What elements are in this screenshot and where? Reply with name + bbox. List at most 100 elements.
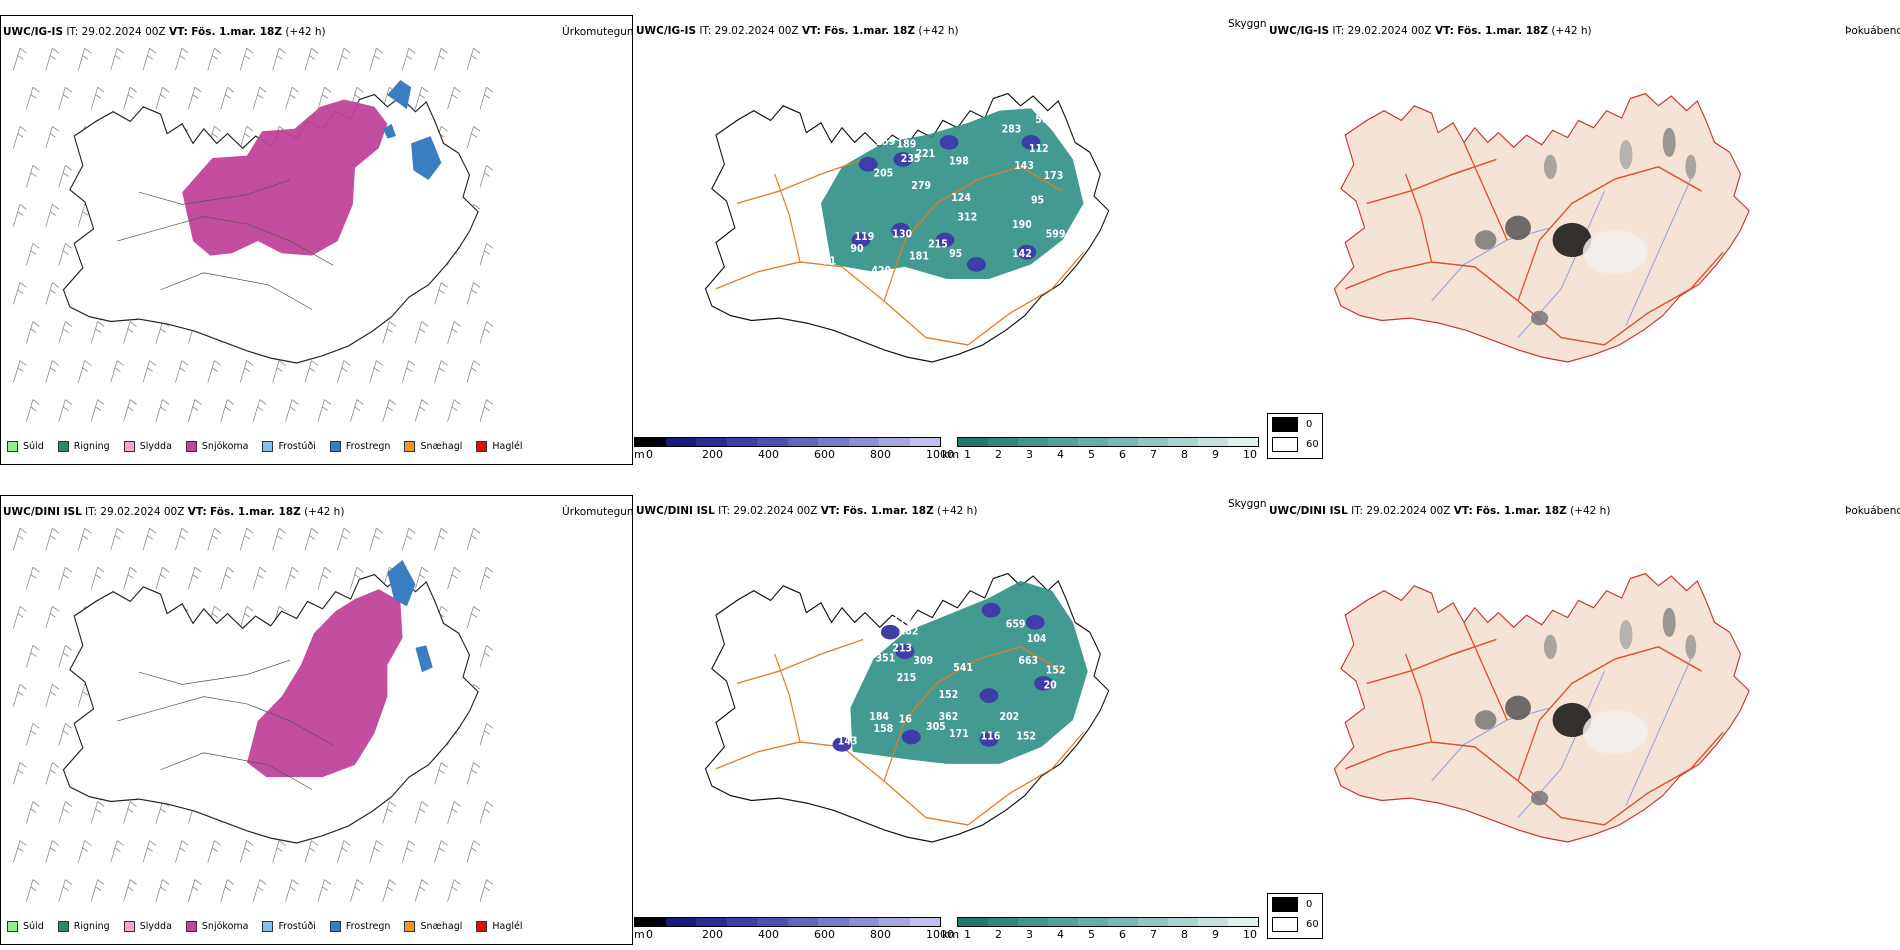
legend-swatch [404, 921, 416, 932]
precip-legend-item: Haglél [476, 921, 523, 932]
panel-header: UWC/DINI ISL IT: 29.02.2024 00Z VT: Fös.… [636, 505, 977, 517]
colorbar-segment [1078, 918, 1108, 926]
legend-swatch [476, 441, 488, 452]
fog-legend-swatch [1272, 416, 1298, 432]
cloud-base-colorbar [634, 917, 941, 927]
colorbar-segment [1168, 438, 1198, 446]
visibility-unit: km [942, 928, 960, 941]
visibility-tick: 4 [1057, 928, 1064, 941]
panel-title: Skyggni [1228, 18, 1270, 30]
cloud-base-peak-label: 142 [1012, 247, 1032, 260]
it-label: IT: [85, 506, 98, 518]
cloud-base-peak-label: 305 [926, 720, 946, 733]
visibility-tick: 4 [1057, 448, 1064, 461]
cloud-base-peak-label: 202 [1000, 710, 1020, 723]
cloud-base-peak-label: 209 [861, 627, 881, 640]
legend-label: Súld [23, 921, 44, 932]
panel-title: Þokuábendi [1845, 505, 1900, 517]
legend-label: Rigning [73, 441, 110, 452]
colorbar-segment [1048, 438, 1078, 446]
it-value: 29.02.2024 00Z [733, 505, 818, 517]
cloud-base-peak-label: 176 [890, 121, 910, 134]
cloud-base-peak-label: 184 [869, 710, 889, 723]
precip-legend-item: Snæhagl [404, 441, 462, 452]
cloud-base-peak-label: 659 [1006, 618, 1026, 631]
cloud-base-tick: 600 [814, 448, 835, 461]
cloud-base-peak-label: 181 [909, 250, 929, 263]
cloud-base-peak-label: 112 [1029, 143, 1049, 156]
vt-value: Fös. 1.mar. 18Z [824, 25, 915, 37]
panel-title: Úrkomutegund [562, 26, 641, 38]
colorbar-segment [909, 438, 940, 446]
colorbar-segment [958, 918, 988, 926]
cloud-base-unit: m [634, 928, 645, 941]
vt-value: Fös. 1.mar. 18Z [1457, 25, 1548, 37]
it-label: IT: [66, 26, 79, 38]
legend-swatch [329, 921, 341, 932]
colorbar-segment [818, 918, 849, 926]
fog-legend: 0 60 [1267, 413, 1323, 459]
model-name: UWC/IG-IS [636, 25, 697, 37]
cloud-base-peak-label: 541 [953, 662, 973, 675]
cloud-base-tick: 400 [758, 448, 779, 461]
cloud-base-tick: 200 [702, 448, 723, 461]
visibility-tick: 3 [1026, 448, 1033, 461]
cloud-base-peak-label: 205 [874, 167, 894, 180]
vt-label: VT: [187, 506, 207, 518]
legend-label: Súld [23, 441, 44, 452]
cloud-base-peak-label: 570 [878, 605, 898, 618]
precip-legend-item: Slydda [123, 441, 172, 452]
cloud-base-peak-label: 177 [892, 615, 912, 628]
colorbar-segment [1198, 918, 1228, 926]
colorbar-segment [988, 438, 1018, 446]
fog-legend-item: 0 [1272, 414, 1322, 434]
it-value: 29.02.2024 00Z [714, 25, 799, 37]
cloud-base-peak-label: 215 [928, 238, 948, 251]
legend-swatch [7, 921, 18, 932]
visibility-tick: 6 [1119, 448, 1126, 461]
precip-legend: Súld Rigning Slydda Snjókoma Frostúði Frostre… [7, 921, 537, 932]
lead-time: (+42 h) [1551, 25, 1592, 37]
colorbar-segment [726, 918, 757, 926]
cloud-base-peak-label: 309 [913, 654, 933, 667]
legend-label: Frostregn [345, 921, 391, 932]
colorbar-segment [1048, 918, 1078, 926]
precip-legend-item: Frostregn [329, 441, 391, 452]
panel-title: Úrkomutegund [562, 506, 641, 518]
colorbar-segment [909, 918, 940, 926]
visibility-colorbar [957, 917, 1259, 927]
cloud-base-tick: 0 [646, 928, 653, 941]
vt-value: Fös. 1.mar. 18Z [843, 505, 934, 517]
lead-time: (+42 h) [285, 26, 326, 38]
fog-index-map [1333, 92, 1750, 363]
cloud-base-peak-label: 143 [1014, 160, 1034, 173]
cloud-base-unit: m [634, 448, 645, 461]
legend-label: Snjókoma [201, 921, 249, 932]
fog-legend-item: 60 [1272, 914, 1322, 934]
precip-type-map [13, 527, 494, 902]
colorbar-segment [635, 918, 666, 926]
colorbar-segment [848, 438, 879, 446]
cloud-base-peak-label: 90 [850, 243, 863, 256]
colorbar-segment [726, 438, 757, 446]
cloud-base-peak-label: 282 [899, 625, 919, 638]
colorbar-segment [1018, 438, 1048, 446]
cloud-base-peak-label: 279 [911, 179, 931, 192]
visibility-tick: 8 [1181, 448, 1188, 461]
cloud-base-peak-label: 420 [871, 265, 891, 278]
vt-value: Fös. 1.mar. 18Z [1476, 505, 1567, 517]
fog-legend-label: 60 [1306, 918, 1319, 930]
visibility-tick: 1 [964, 928, 971, 941]
cloud-base-peak-label: 221 [916, 147, 936, 160]
it-label: IT: [1332, 25, 1345, 37]
legend-swatch [7, 441, 18, 452]
it-label: IT: [699, 25, 712, 37]
lead-time: (+42 h) [918, 25, 959, 37]
legend-swatch [404, 441, 416, 452]
cloud-base-peak-label: 119 [855, 230, 875, 243]
precip-type-map [13, 47, 494, 422]
colorbar-segment [848, 918, 879, 926]
legend-label: Frostregn [345, 441, 391, 452]
visibility-tick: 6 [1119, 928, 1126, 941]
